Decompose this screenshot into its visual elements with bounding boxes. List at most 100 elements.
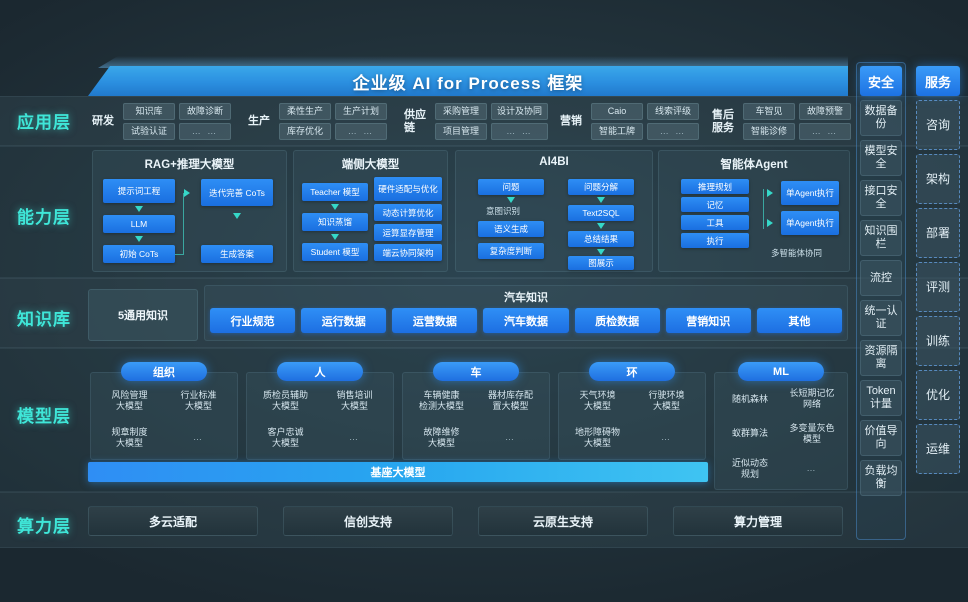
model-cell[interactable]: 随机森林 <box>731 393 768 404</box>
security-item-api-security[interactable]: 接口安全 <box>860 180 902 216</box>
knowledge-chip[interactable]: 其他 <box>756 308 842 333</box>
app-chip[interactable]: 故障预警 <box>799 103 851 120</box>
app-chip[interactable]: 生产计划 <box>335 103 387 120</box>
security-item-flow-control[interactable]: 流控 <box>860 260 902 296</box>
model-cell[interactable]: 器材库存配 置大模型 <box>487 389 533 411</box>
model-cell[interactable]: 规章制度 大模型 <box>111 426 148 448</box>
model-cell[interactable]: 行驶环境 大模型 <box>648 389 685 411</box>
capability-box[interactable]: 硬件适配与优化 <box>374 177 442 201</box>
model-cell[interactable]: 地形障碍物 大模型 <box>574 426 620 448</box>
capability-box[interactable]: 语义生成 <box>478 221 544 237</box>
capability-box[interactable]: 单Agent执行 <box>781 181 839 205</box>
model-cell-more[interactable]: … <box>505 432 516 442</box>
capability-box[interactable]: 生成答案 <box>201 245 273 263</box>
compute-button-cloudnative[interactable]: 云原生支持 <box>478 506 648 536</box>
knowledge-chip[interactable]: 运营数据 <box>392 308 478 333</box>
app-chip[interactable]: 知识库 <box>123 103 175 120</box>
capability-box[interactable]: 知识蒸馏 <box>302 213 368 231</box>
model-cell-more[interactable]: … <box>349 432 360 442</box>
app-chip[interactable]: 智能工牌 <box>591 123 643 140</box>
knowledge-chip[interactable]: 营销知识 <box>665 308 751 333</box>
app-chip-more[interactable]: … … <box>179 123 231 140</box>
foundation-model-bar[interactable]: 基座大模型 <box>88 462 708 482</box>
model-cell-more[interactable]: … <box>661 432 672 442</box>
capability-box[interactable]: 记忆 <box>681 197 749 212</box>
app-chip-more[interactable]: … … <box>647 123 699 140</box>
security-item-model-security[interactable]: 模型安全 <box>860 140 902 176</box>
knowledge-chip[interactable]: 行业规范 <box>210 308 296 333</box>
service-item-consulting[interactable]: 咨询 <box>916 100 960 150</box>
security-item-value-orientation[interactable]: 价值导向 <box>860 420 902 456</box>
capability-box[interactable]: 初始 CoTs <box>103 245 175 263</box>
model-cell[interactable]: 车辆健康 检测大模型 <box>418 389 464 411</box>
capability-box[interactable]: 图展示 <box>568 256 634 270</box>
security-item-resource-isolation[interactable]: 资源隔离 <box>860 340 902 376</box>
service-item-deployment[interactable]: 部署 <box>916 208 960 258</box>
capability-box[interactable]: Teacher 模型 <box>302 183 368 201</box>
capability-box[interactable]: Text2SQL <box>568 205 634 221</box>
model-cell[interactable]: 天气环境 大模型 <box>579 389 616 411</box>
model-cell[interactable]: 销售培训 大模型 <box>336 389 373 411</box>
app-chip[interactable]: 试验认证 <box>123 123 175 140</box>
app-chip-more[interactable]: … … <box>491 123 549 140</box>
model-cell[interactable]: 质检员辅助 大模型 <box>262 389 308 411</box>
capability-box[interactable]: 执行 <box>681 233 749 248</box>
app-chip-more[interactable]: … … <box>335 123 387 140</box>
security-item-load-balancing[interactable]: 负载均衡 <box>860 460 902 496</box>
app-chip[interactable]: 车智见 <box>743 103 795 120</box>
model-cell[interactable]: 风险管理 大模型 <box>111 389 148 411</box>
capability-box[interactable]: 复杂度判断 <box>478 243 544 259</box>
capability-box[interactable]: 工具 <box>681 215 749 230</box>
capability-box[interactable]: 端云协同架构 <box>374 244 442 261</box>
model-cell[interactable]: 长短期记忆 网络 <box>789 388 835 410</box>
app-chip[interactable]: 设计及协同 <box>491 103 549 120</box>
service-item-training[interactable]: 训练 <box>916 316 960 366</box>
capability-box[interactable]: 单Agent执行 <box>781 211 839 235</box>
capability-box[interactable]: LLM <box>103 215 175 233</box>
arrow-down-icon <box>135 206 143 212</box>
model-cell[interactable]: 蚁群算法 <box>731 428 768 439</box>
capability-box[interactable]: 推理规划 <box>681 179 749 194</box>
knowledge-chip[interactable]: 汽车数据 <box>483 308 569 333</box>
service-item-optimization[interactable]: 优化 <box>916 370 960 420</box>
compute-button-multicloud[interactable]: 多云适配 <box>88 506 258 536</box>
app-chip[interactable]: 采购管理 <box>435 103 487 120</box>
model-cell[interactable]: 行业标准 大模型 <box>180 389 217 411</box>
compute-button-compute-mgmt[interactable]: 算力管理 <box>673 506 843 536</box>
model-cell[interactable]: 近似动态 规划 <box>731 457 768 479</box>
security-item-knowledge-fence[interactable]: 知识围栏 <box>860 220 902 256</box>
security-item-token-metering[interactable]: Token计量 <box>860 380 902 416</box>
model-cell[interactable]: 多变量灰色 模型 <box>789 422 835 444</box>
knowledge-chip[interactable]: 质检数据 <box>574 308 660 333</box>
security-item-data-backup[interactable]: 数据备份 <box>860 100 902 136</box>
knowledge-chip[interactable]: 运行数据 <box>301 308 387 333</box>
security-item-unified-auth[interactable]: 统一认证 <box>860 300 902 336</box>
model-cell[interactable]: 客户忠诚 大模型 <box>267 426 304 448</box>
app-chip[interactable]: 线索评级 <box>647 103 699 120</box>
capability-box[interactable]: 总结结果 <box>568 231 634 247</box>
app-chip[interactable]: 智能诊修 <box>743 123 795 140</box>
service-item-operations[interactable]: 运维 <box>916 424 960 474</box>
app-chip[interactable]: Caio <box>591 103 643 120</box>
app-chip[interactable]: 柔性生产 <box>279 103 331 120</box>
capability-box[interactable]: 迭代完善 CoTs <box>201 179 273 206</box>
app-chip-more[interactable]: … … <box>799 123 851 140</box>
knowledge-general-box[interactable]: 5通用知识 <box>88 289 198 341</box>
arrow-down-icon <box>331 204 339 210</box>
model-cell[interactable]: 故障维修 大模型 <box>423 426 460 448</box>
app-chip[interactable]: 故障诊断 <box>179 103 231 120</box>
capability-box[interactable]: 提示词工程 <box>103 179 175 203</box>
capability-box[interactable]: 问题分解 <box>568 179 634 195</box>
app-chip[interactable]: 库存优化 <box>279 123 331 140</box>
model-cell-more[interactable]: … <box>806 463 818 474</box>
capability-box[interactable]: Student 模型 <box>302 243 368 261</box>
compute-button-xinchuang[interactable]: 信创支持 <box>283 506 453 536</box>
model-cell-more[interactable]: … <box>193 432 204 442</box>
service-item-evaluation[interactable]: 评测 <box>916 262 960 312</box>
app-chip[interactable]: 项目管理 <box>435 123 487 140</box>
service-item-architecture[interactable]: 架构 <box>916 154 960 204</box>
capability-box[interactable]: 运算显存管理 <box>374 224 442 241</box>
capability-box[interactable]: 问题 <box>478 179 544 195</box>
capability-box[interactable]: 动态计算优化 <box>374 204 442 221</box>
